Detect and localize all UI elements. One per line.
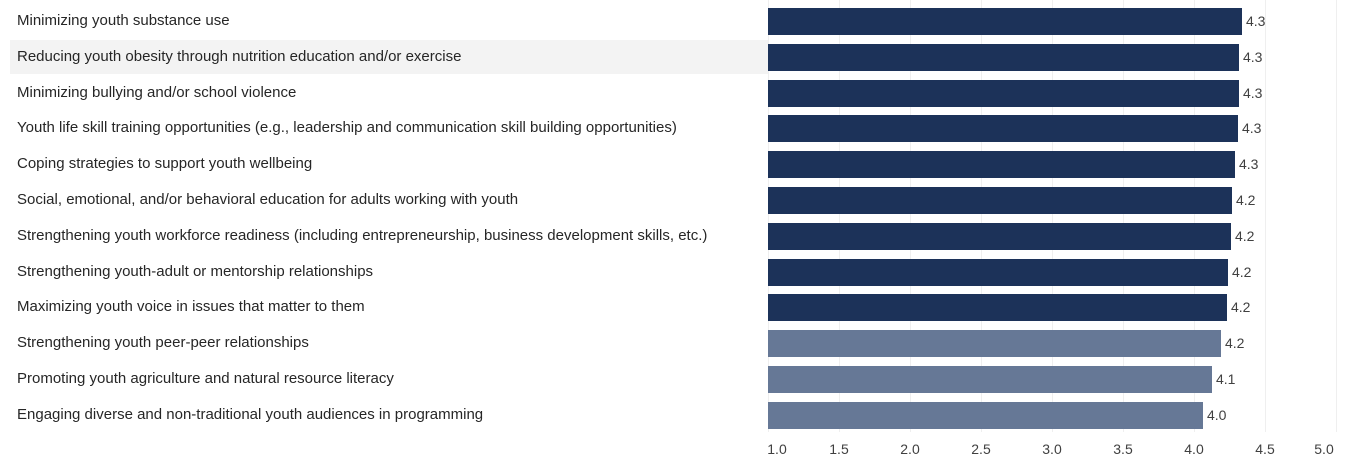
bar[interactable] xyxy=(768,187,1232,214)
value-label: 4.3 xyxy=(1243,49,1263,65)
value-label: 4.3 xyxy=(1243,85,1263,101)
value-label: 4.3 xyxy=(1246,13,1266,29)
category-label: Maximizing youth voice in issues that ma… xyxy=(17,298,365,315)
category-label: Reducing youth obesity through nutrition… xyxy=(17,48,462,65)
bar[interactable] xyxy=(768,223,1231,250)
gridline xyxy=(910,0,911,432)
category-label: Strengthening youth workforce readiness … xyxy=(17,227,708,244)
bar[interactable] xyxy=(768,294,1227,321)
value-label: 4.2 xyxy=(1225,335,1245,351)
bar[interactable] xyxy=(768,44,1239,71)
gridline xyxy=(768,0,769,432)
gridline xyxy=(839,0,840,432)
gridline xyxy=(1265,0,1266,432)
gridline xyxy=(1336,0,1337,432)
category-label: Social, emotional, and/or behavioral edu… xyxy=(17,191,519,208)
category-label: Strengthening youth-adult or mentorship … xyxy=(17,263,374,280)
x-tick-label: 5.0 xyxy=(1314,441,1334,457)
gridline xyxy=(1194,0,1195,432)
category-label: Coping strategies to support youth wellb… xyxy=(17,155,313,172)
bar[interactable] xyxy=(768,330,1221,357)
category-label: Minimizing youth substance use xyxy=(17,12,230,29)
category-label: Youth life skill training opportunities … xyxy=(17,119,677,136)
gridline xyxy=(1052,0,1053,432)
value-label: 4.2 xyxy=(1232,264,1252,280)
x-tick-label: 4.0 xyxy=(1184,441,1204,457)
value-label: 4.2 xyxy=(1235,228,1255,244)
row-highlight xyxy=(10,40,768,74)
x-tick-label: 3.0 xyxy=(1042,441,1062,457)
category-label: Strengthening youth peer-peer relationsh… xyxy=(17,334,309,351)
x-tick-label: 4.5 xyxy=(1255,441,1275,457)
category-label: Promoting youth agriculture and natural … xyxy=(17,370,394,387)
x-tick-label: 2.0 xyxy=(900,441,920,457)
category-label: Engaging diverse and non-traditional you… xyxy=(17,406,484,423)
x-tick-label: 3.5 xyxy=(1113,441,1133,457)
value-label: 4.3 xyxy=(1242,120,1262,136)
bar[interactable] xyxy=(768,80,1239,107)
bar[interactable] xyxy=(768,115,1238,142)
bar[interactable] xyxy=(768,8,1242,35)
bar[interactable] xyxy=(768,366,1212,393)
bar[interactable] xyxy=(768,259,1228,286)
x-tick-label: 2.5 xyxy=(971,441,991,457)
value-label: 4.0 xyxy=(1207,407,1227,423)
x-tick-label: 1.5 xyxy=(829,441,849,457)
bar[interactable] xyxy=(768,151,1235,178)
gridline xyxy=(1123,0,1124,432)
bar[interactable] xyxy=(768,402,1203,429)
category-label: Minimizing bullying and/or school violen… xyxy=(17,84,297,101)
value-label: 4.2 xyxy=(1231,299,1251,315)
value-label: 4.2 xyxy=(1236,192,1256,208)
x-tick-label: 1.0 xyxy=(767,441,787,457)
value-label: 4.3 xyxy=(1239,156,1259,172)
value-label: 4.1 xyxy=(1216,371,1236,387)
gridline xyxy=(981,0,982,432)
